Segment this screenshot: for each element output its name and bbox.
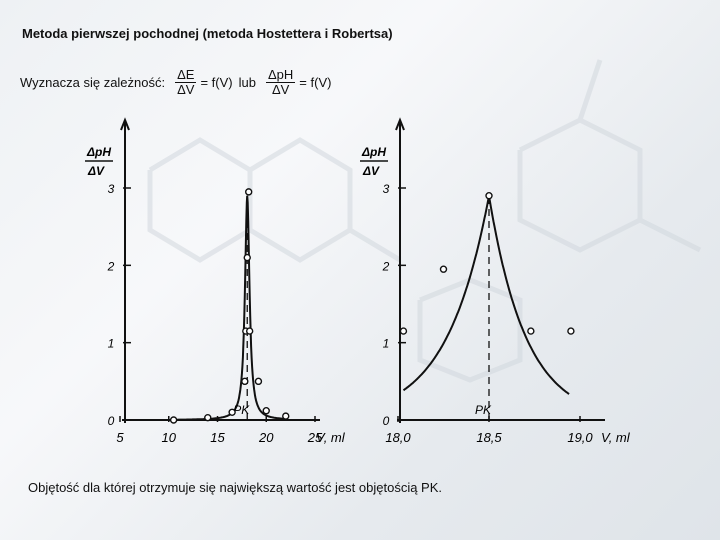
chart2-y-tick-label: 2 [382,259,390,273]
chart2-data-point [485,192,493,200]
chart1-x-axis-label: V, ml [316,430,346,445]
fraction-de-dv: ΔE ΔV [175,66,197,97]
fraction-dph-dv: ΔpH ΔV [265,66,296,97]
chart1-data-point [204,413,212,422]
chart1-data-point [244,188,253,196]
chart2-x-tick-label: 18,5 [476,430,502,445]
chart1-curve [173,195,288,421]
chart1-y-tick-label: 3 [108,182,115,196]
chart2-y-label-denominator: ΔV [362,164,380,178]
chart2-x-tick-label: 18,0 [385,430,411,445]
chart1-x-tick-label: 5 [116,430,124,445]
fraction-numerator: ΔE [175,66,197,83]
chart2-data-point [567,327,575,335]
chart2-data-point [527,327,535,335]
chart1-data-point [243,253,251,262]
chart1-data-point [262,407,270,415]
chart1-data-point [282,412,290,420]
formula-row: Wyznacza się zależność: ΔE ΔV = f(V) lub… [20,62,337,102]
chart1-x-tick-label: 15 [210,430,225,445]
chart2-curve [402,195,570,395]
chart1-data-point [245,327,254,335]
chart1-x-tick-label: 20 [258,430,274,445]
chart2-pk-label: PK [475,403,492,417]
chart1-pk-label: PK [233,403,250,417]
chart1-y-label-numerator: ΔpH [86,145,111,159]
chart1-y-label-denominator: ΔV [87,164,105,178]
chart2-y-axis-arrow [395,117,405,131]
chart1-y-tick-label: 1 [108,337,115,351]
conclusion-text: Objętość dla której otrzymuje się najwię… [28,480,443,495]
chart2-x-tick-label: 19,0 [567,430,593,445]
fraction-denominator: ΔV [271,81,290,97]
fraction-denominator: ΔV [177,81,195,97]
connector-word: lub [238,74,256,90]
chart1-y-tick-label: 0 [108,414,115,428]
fraction-numerator: ΔpH [265,66,296,83]
chart1-data-point [169,416,178,424]
slide-title: Metoda pierwszej pochodnej (metoda Hoste… [22,26,393,41]
chart1-data-point [228,408,236,416]
chart2-y-tick-label: 3 [383,182,390,196]
chart2-y-tick-label: 0 [383,414,390,428]
chart1-data-point [254,377,263,386]
chart1-x-tick-label: 10 [162,430,177,445]
chart2-data-point [399,327,408,335]
chart1-y-tick-label: 2 [107,259,115,273]
intro-text: Wyznacza się zależność: [20,74,166,90]
chart2-data-point [439,265,448,273]
equals-fv: = f(V) [200,74,233,90]
equals-fv: = f(V) [299,74,332,90]
chart2-y-tick-label: 1 [383,337,390,351]
chart1-data-point [241,377,249,386]
chart1-y-axis-arrow [120,117,130,131]
chart1-x-tick-label: 25 [307,430,323,445]
chart2-x-axis-label: V, ml [601,430,631,445]
chart2-y-label-numerator: ΔpH [361,145,386,159]
